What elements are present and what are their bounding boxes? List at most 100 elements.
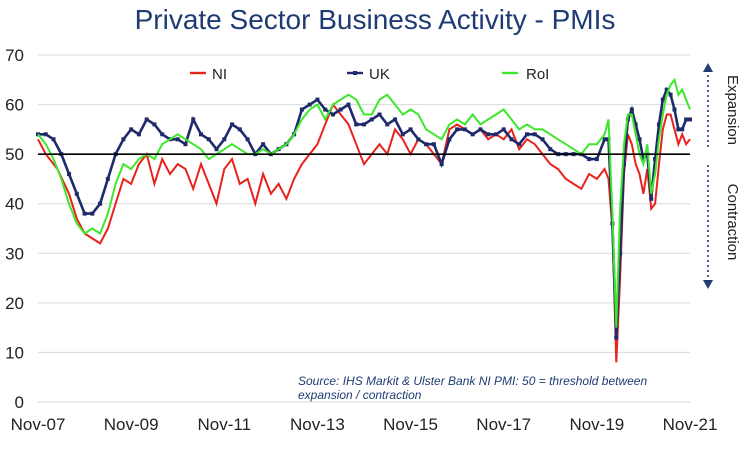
series-marker-uk — [191, 117, 196, 122]
series-marker-uk — [400, 132, 405, 137]
x-tick-label: Nov-13 — [290, 415, 345, 434]
legend-marker-uk — [353, 71, 357, 75]
series-marker-uk — [680, 127, 685, 132]
x-tick-label: Nov-17 — [476, 415, 531, 434]
source-note-line2: expansion / contraction — [298, 388, 422, 402]
series-marker-uk — [532, 132, 537, 137]
series-marker-uk — [183, 142, 188, 147]
series-marker-uk — [230, 122, 235, 127]
expansion-label: Expansion — [724, 75, 741, 145]
series-marker-uk — [237, 127, 242, 132]
series-marker-uk — [656, 122, 661, 127]
series-marker-uk — [548, 147, 553, 152]
chart-title: Private Sector Business Activity - PMIs — [134, 4, 616, 35]
series-marker-uk — [222, 137, 227, 142]
contraction-arrowhead — [703, 280, 713, 289]
series-marker-uk — [43, 132, 48, 137]
series-marker-uk — [672, 107, 677, 112]
series-marker-uk — [152, 122, 157, 127]
y-tick-label: 0 — [15, 393, 24, 412]
series-marker-uk — [629, 107, 634, 112]
x-tick-label: Nov-19 — [569, 415, 624, 434]
series-marker-uk — [121, 137, 126, 142]
series-marker-uk — [649, 196, 654, 201]
series-marker-uk — [369, 117, 374, 122]
series-marker-uk — [668, 92, 673, 97]
contraction-label: Contraction — [724, 184, 741, 261]
series-marker-uk — [261, 142, 266, 147]
series-marker-uk — [175, 137, 180, 142]
series-marker-uk — [315, 97, 320, 102]
series-marker-uk — [129, 127, 134, 132]
series-marker-uk — [688, 117, 692, 122]
x-tick-label: Nov-09 — [104, 415, 159, 434]
y-tick-label: 20 — [5, 294, 24, 313]
series-marker-uk — [501, 127, 506, 132]
series-marker-uk — [660, 97, 665, 102]
series-marker-uk — [455, 127, 460, 132]
series-marker-uk — [354, 122, 359, 127]
series-marker-uk — [676, 127, 681, 132]
series-marker-uk — [470, 132, 475, 137]
series-marker-uk — [486, 132, 491, 137]
series-marker-uk — [540, 137, 545, 142]
series-marker-uk — [622, 162, 627, 167]
series-marker-uk — [431, 142, 436, 147]
series-marker-uk — [478, 127, 483, 132]
series-marker-uk — [587, 157, 592, 162]
series-marker-uk — [74, 191, 79, 196]
series-marker-uk — [462, 127, 467, 132]
x-tick-label: Nov-07 — [11, 415, 66, 434]
series-marker-uk — [144, 117, 149, 122]
series-marker-uk — [199, 132, 203, 137]
series-marker-uk — [493, 132, 498, 137]
y-tick-label: 10 — [5, 343, 24, 362]
series-marker-uk — [439, 162, 444, 167]
series-marker-uk — [509, 137, 514, 142]
series-marker-uk — [82, 211, 87, 216]
series-marker-uk — [447, 137, 452, 142]
series-marker-uk — [98, 201, 103, 206]
series-marker-uk — [299, 107, 304, 112]
series-marker-uk — [614, 335, 619, 340]
series-line-roi — [37, 77, 691, 328]
series-marker-uk — [424, 142, 429, 147]
expansion-arrowhead — [703, 63, 713, 72]
legend-label-uk: UK — [369, 66, 390, 83]
legend-label-ni: NI — [212, 66, 227, 83]
series-marker-uk — [67, 171, 72, 176]
series-line-uk — [38, 87, 690, 338]
series-marker-uk — [245, 137, 250, 142]
series-marker-uk — [136, 132, 141, 137]
series-marker-uk — [416, 137, 421, 142]
series-marker-uk — [330, 112, 335, 117]
series-marker-uk — [525, 132, 529, 137]
series-marker-uk — [385, 122, 390, 127]
series-marker-uk — [214, 147, 219, 152]
x-tick-label: Nov-21 — [663, 415, 718, 434]
series-marker-uk — [338, 107, 343, 112]
series-marker-uk — [362, 122, 366, 127]
series-marker-uk — [105, 176, 110, 181]
y-tick-label: 70 — [5, 46, 24, 65]
series-marker-uk — [637, 137, 642, 142]
series-marker-uk — [346, 102, 351, 107]
y-tick-label: 50 — [5, 145, 24, 164]
series-marker-uk — [517, 142, 522, 147]
series-marker-uk — [51, 137, 56, 142]
source-note-line1: Source: IHS Markit & Ulster Bank NI PMI:… — [298, 374, 647, 388]
legend-label-roi: RoI — [526, 66, 549, 83]
series-marker-uk — [377, 112, 382, 117]
series-marker-uk — [684, 117, 689, 122]
series-marker-uk — [90, 211, 95, 216]
series-marker-uk — [393, 117, 398, 122]
series-marker-uk — [664, 87, 669, 92]
y-tick-label: 30 — [5, 244, 24, 263]
series-marker-uk — [594, 157, 599, 162]
series-marker-uk — [408, 127, 413, 132]
x-tick-label: Nov-11 — [198, 415, 252, 434]
series-marker-uk — [206, 137, 211, 142]
series-marker-uk — [323, 107, 328, 112]
